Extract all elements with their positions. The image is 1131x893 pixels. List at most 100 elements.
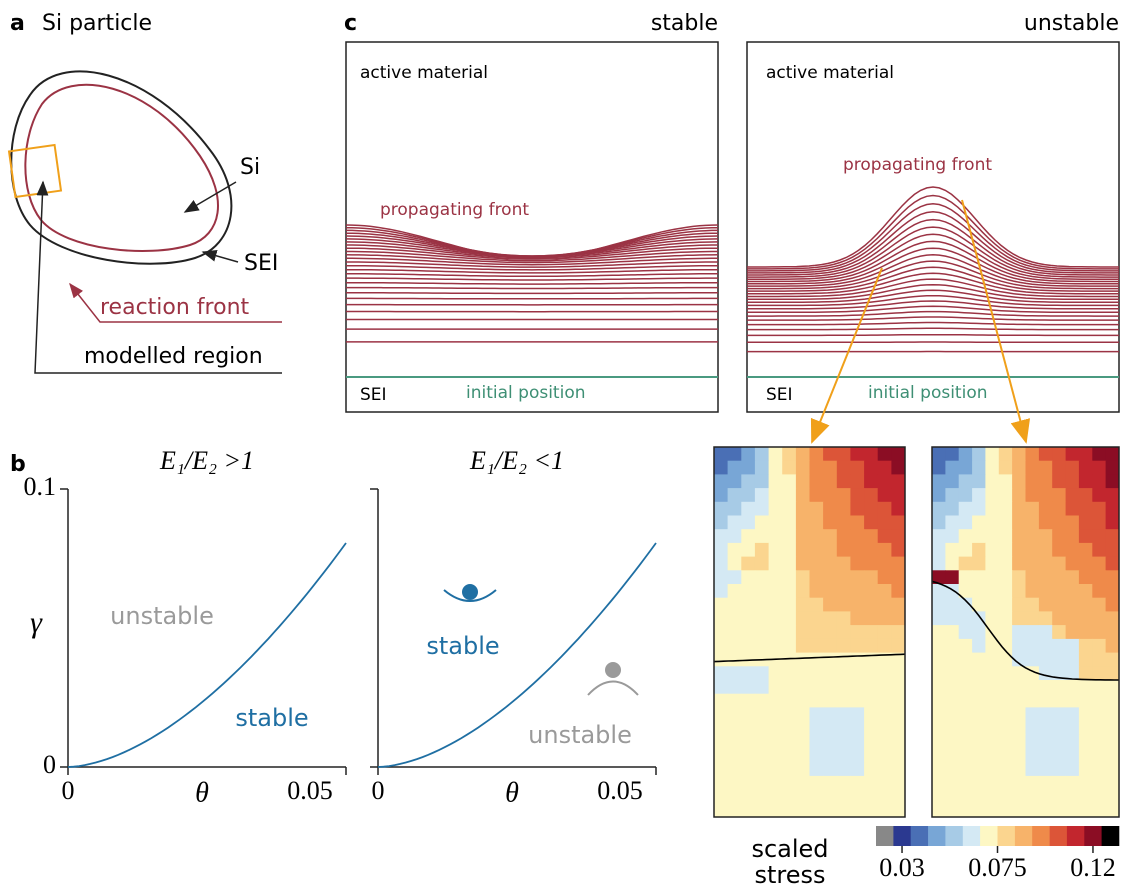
stress-cell: [823, 790, 837, 804]
stress-cell: [741, 762, 755, 776]
stress-cell: [823, 598, 837, 612]
stress-cell: [810, 570, 824, 584]
stress-cell: [823, 488, 837, 502]
frame: [346, 42, 718, 412]
colorbar-tick-label: 0.03: [879, 853, 925, 882]
stress-cell: [796, 543, 810, 557]
stress-cell: [985, 584, 999, 598]
stress-cell: [823, 762, 837, 776]
stress-cell: [878, 461, 892, 475]
label: SEI: [244, 251, 278, 276]
stress-cell: [878, 735, 892, 749]
stress-cell: [1052, 776, 1066, 790]
stress-cell: [714, 803, 728, 817]
stress-cell: [1066, 570, 1080, 584]
stress-cell: [1039, 790, 1053, 804]
stress-cell: [1039, 776, 1053, 790]
stress-cell: [1079, 461, 1093, 475]
stress-cell: [1079, 474, 1093, 488]
stress-cell: [1026, 790, 1040, 804]
x-tick-label: 0.05: [597, 776, 643, 805]
stress-cell: [999, 803, 1013, 817]
stress-cell: [1039, 598, 1053, 612]
stress-cell: [796, 666, 810, 680]
stress-cell: [810, 762, 824, 776]
stress-cell: [1026, 474, 1040, 488]
stress-cell: [1052, 461, 1066, 475]
stress-cell: [1012, 598, 1026, 612]
stress-cell: [1039, 749, 1053, 763]
stress-cell: [1039, 735, 1053, 749]
stress-cell: [1066, 598, 1080, 612]
stress-cell: [972, 557, 986, 571]
x-label: θ: [195, 777, 209, 808]
stress-cell: [728, 625, 742, 639]
stress-cell: [1052, 557, 1066, 571]
stress-cell: [959, 474, 973, 488]
stress-cell: [959, 447, 973, 461]
stress-cell: [755, 776, 769, 790]
stress-cell: [1092, 570, 1106, 584]
stress-cell: [985, 461, 999, 475]
stress-cell: [850, 749, 864, 763]
stress-cell: [850, 625, 864, 639]
stress-cell: [959, 611, 973, 625]
stress-cell: [1052, 653, 1066, 667]
stress-cell: [878, 790, 892, 804]
stress-cell: [985, 694, 999, 708]
stress-cell: [837, 803, 851, 817]
stress-cell: [1066, 529, 1080, 543]
stress-cell: [1092, 543, 1106, 557]
colorbar-cell: [928, 826, 946, 846]
stress-cell: [959, 557, 973, 571]
stress-cell: [782, 653, 796, 667]
column-title: unstable: [1024, 11, 1119, 36]
stress-cell: [755, 611, 769, 625]
stress-cell: [1106, 749, 1120, 763]
stress-cell: [810, 447, 824, 461]
stress-cell: [782, 611, 796, 625]
stress-cell: [985, 803, 999, 817]
stress-cell: [1039, 502, 1053, 516]
x-tick-label: 0: [62, 776, 75, 805]
stress-cell: [1106, 447, 1120, 461]
stress-cell: [796, 653, 810, 667]
stress-cell: [796, 502, 810, 516]
stress-cell: [823, 502, 837, 516]
stress-cell: [810, 776, 824, 790]
stress-cell: [985, 529, 999, 543]
stress-cell: [1012, 584, 1026, 598]
label: propagating front: [380, 200, 529, 220]
stress-cell: [999, 447, 1013, 461]
stress-cell: [1079, 557, 1093, 571]
stress-cell: [985, 680, 999, 694]
stress-cell: [850, 694, 864, 708]
stress-cell: [932, 735, 946, 749]
stress-cell: [999, 543, 1013, 557]
stress-cell: [972, 447, 986, 461]
stress-cell: [1079, 694, 1093, 708]
stress-cell: [959, 680, 973, 694]
stress-cell: [1106, 584, 1120, 598]
stress-cell: [878, 529, 892, 543]
stress-cell: [1052, 502, 1066, 516]
stress-cell: [1052, 598, 1066, 612]
stress-cell: [782, 790, 796, 804]
stress-cell: [769, 721, 783, 735]
stress-cell: [1066, 653, 1080, 667]
stress-cell: [714, 666, 728, 680]
stress-cell: [714, 707, 728, 721]
front-line: [747, 285, 1119, 300]
stress-cell: [999, 557, 1013, 571]
stress-cell: [864, 735, 878, 749]
stress-cell: [1092, 721, 1106, 735]
stress-cell: [891, 762, 905, 776]
stress-cell: [755, 529, 769, 543]
stress-cell: [945, 721, 959, 735]
stress-cell: [769, 749, 783, 763]
colorbar-cell: [1084, 826, 1102, 846]
stress-cell: [945, 529, 959, 543]
stress-cell: [985, 749, 999, 763]
stress-cell: [837, 598, 851, 612]
stress-cell: [755, 803, 769, 817]
